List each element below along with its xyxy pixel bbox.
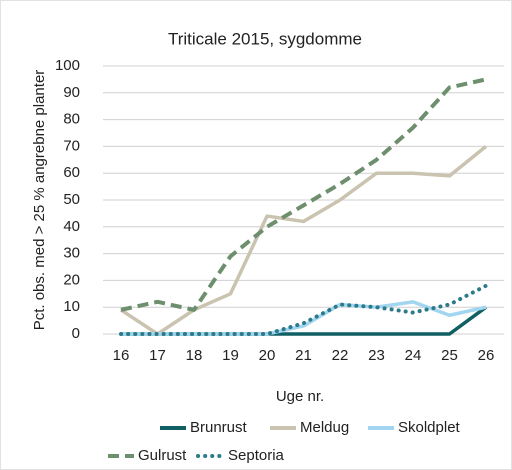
series-line: [120, 77, 487, 312]
y-tick-label: 50: [63, 191, 80, 208]
y-tick-label: 30: [63, 245, 80, 262]
series-line: [120, 145, 488, 336]
y-tick-label: 60: [63, 164, 80, 181]
chart-title: Triticale 2015, sygdomme: [168, 29, 362, 48]
y-tick-label: 20: [63, 271, 80, 288]
x-tick-label: 26: [478, 347, 495, 364]
y-tick-label: 70: [63, 137, 80, 154]
y-tick-label: 40: [63, 218, 80, 235]
legend-label: Skoldplet: [398, 419, 461, 436]
x-axis-label: Uge nr.: [276, 388, 324, 405]
legend-label: Brunrust: [190, 419, 248, 436]
legend-label: Gulrust: [138, 447, 187, 464]
x-tick-label: 16: [113, 347, 130, 364]
x-tick-label: 19: [222, 347, 239, 364]
y-axis-label: Pct. obs. med > 25 % angrebne planter: [31, 70, 48, 331]
x-tick-label: 17: [149, 347, 166, 364]
x-tick-label: 20: [259, 347, 276, 364]
y-tick-label: 0: [72, 325, 80, 342]
legend-label: Septoria: [228, 447, 285, 464]
x-tick-label: 18: [186, 347, 203, 364]
x-tick-label: 25: [441, 347, 458, 364]
x-tick-label: 24: [405, 347, 422, 364]
series-line: [119, 283, 488, 336]
y-tick-label: 80: [63, 111, 80, 128]
series-line: [121, 300, 487, 336]
x-tick-label: 22: [332, 347, 349, 364]
y-tick-label: 100: [55, 57, 80, 74]
legend-label: Meldug: [300, 419, 349, 436]
y-tick-label: 10: [63, 298, 80, 315]
x-tick-label: 23: [368, 347, 385, 364]
x-tick-label: 21: [295, 347, 312, 364]
y-tick-label: 90: [63, 84, 80, 101]
